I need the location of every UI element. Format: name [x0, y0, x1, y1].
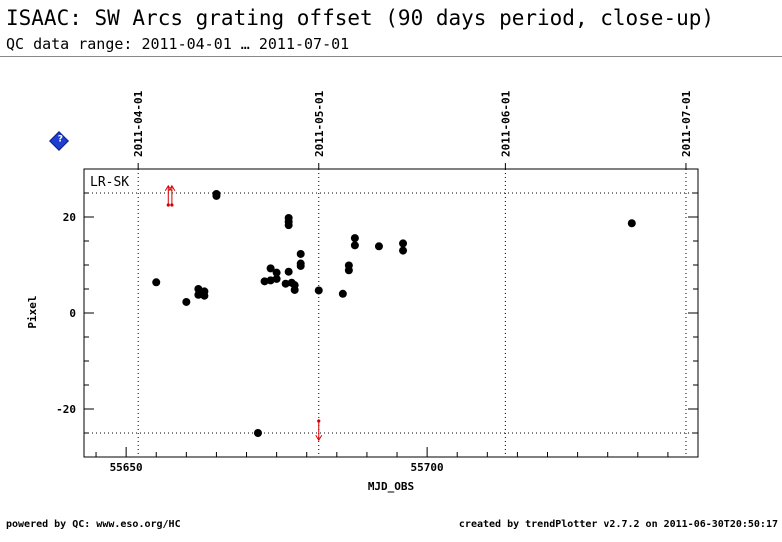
- date-tick-label: 2011-07-01: [680, 90, 693, 157]
- data-point: [399, 239, 408, 248]
- x-tick-label: 55700: [411, 461, 444, 474]
- footer-powered-by: powered by QC: www.eso.org/HC: [6, 519, 181, 530]
- outlier-point: [317, 419, 321, 423]
- date-tick-label: 2011-04-01: [132, 90, 145, 157]
- plot-frame: [83, 168, 699, 458]
- y-axis-label: Pixel: [26, 295, 39, 328]
- y-tick-label: 0: [69, 307, 76, 320]
- data-point: [281, 279, 290, 288]
- data-point: [314, 286, 323, 295]
- data-point: [253, 429, 262, 437]
- data-point: [296, 249, 305, 258]
- data-point: [266, 264, 275, 273]
- data-point: [272, 268, 281, 277]
- data-point: [627, 219, 636, 228]
- data-point: [272, 274, 281, 283]
- annotation-label: LR-SK: [90, 175, 129, 190]
- data-point: [200, 287, 209, 296]
- data-point: [182, 297, 191, 306]
- y-tick-label: 20: [63, 211, 76, 224]
- data-point: [290, 281, 299, 290]
- data-point: [194, 285, 203, 293]
- outlier-point: [166, 203, 170, 207]
- data-point: [212, 189, 221, 198]
- data-point: [284, 213, 293, 222]
- header-divider: [0, 56, 782, 57]
- data-point: [152, 278, 161, 287]
- y-tick-label: -20: [56, 403, 76, 416]
- data-point: [338, 289, 347, 298]
- data-point: [284, 267, 293, 276]
- x-axis-label: MJD_OBS: [368, 480, 414, 493]
- data-point: [350, 241, 359, 250]
- data-range-subtitle: QC data range: 2011-04-01 … 2011-07-01: [6, 35, 350, 53]
- data-point: [194, 290, 203, 299]
- outlier-arrowhead: [315, 434, 323, 442]
- data-point: [296, 259, 305, 268]
- outlier-point: [170, 203, 174, 207]
- date-tick-label: 2011-05-01: [313, 90, 326, 157]
- outlier-arrowhead: [168, 184, 176, 192]
- data-point: [344, 261, 353, 270]
- data-point: [266, 276, 275, 285]
- data-point: [350, 234, 359, 243]
- footer-created-by: created by trendPlotter v2.7.2 on 2011-0…: [458, 519, 778, 530]
- data-point: [374, 242, 383, 251]
- x-tick-label: 55650: [110, 461, 143, 474]
- date-tick-label: 2011-06-01: [499, 90, 512, 157]
- page-title: ISAAC: SW Arcs grating offset (90 days p…: [6, 6, 715, 30]
- data-point: [260, 277, 269, 286]
- data-point: [399, 246, 408, 255]
